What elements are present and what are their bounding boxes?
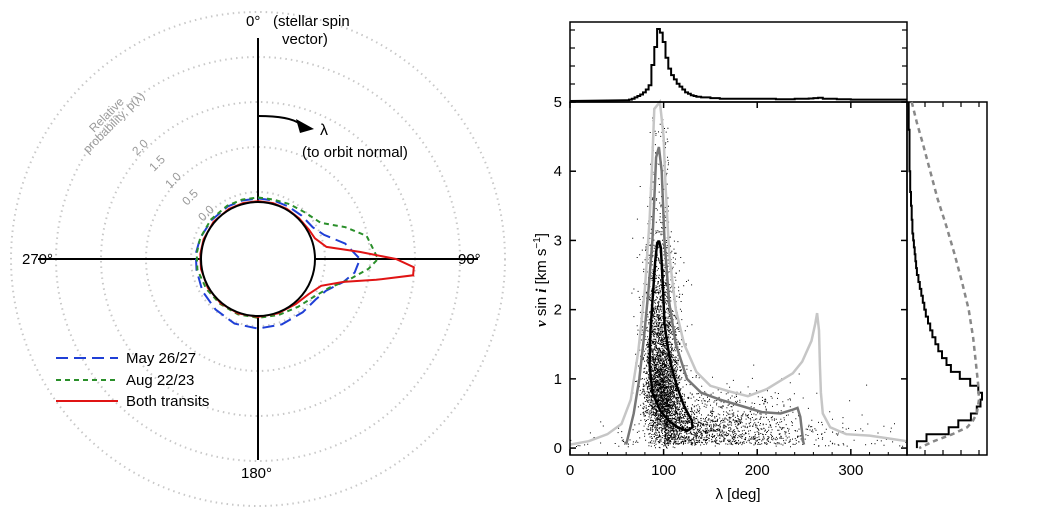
y-tick-label-3: 3 [554,232,562,249]
y-label-gap [533,284,550,288]
vsini-prior-dashed [910,101,981,450]
vsini-marginal-histogram [907,101,983,450]
scatter-panel-frame [569,101,908,456]
vsini-posterior-step [907,102,983,449]
legend-label-both: Both transits [126,393,209,410]
polar-legend: May 26/27 Aug 22/23 Both transits [56,350,209,410]
scatter-axis-ticks: 0 100 200 300 0 1 2 3 4 5 [554,29,980,479]
y-label-sin: sin [533,293,550,321]
y-tick-label-1: 1 [554,371,562,388]
x-tick-label-100: 100 [651,462,676,479]
contour-inner [648,239,694,433]
lambda-arrow-label: λ [320,122,328,139]
density-contours [569,98,908,446]
tick-label-90deg: 90° [458,251,481,268]
y-label-v: v [534,320,550,327]
x-axis-label: λ [deg] [715,486,760,503]
radial-tick-1.0: 1.0 [162,169,184,191]
x-tick-label-200: 200 [745,462,770,479]
polar-tick-labels: 0° (stellar spin vector) 90° 180° 270° [22,13,481,482]
y-label-i: i [534,288,550,293]
contour-middle [624,146,806,445]
y-tick-label-5: 5 [554,94,562,111]
spin-note-line2: vector) [282,31,328,48]
tick-label-0deg: 0° [246,13,260,30]
radial-ring-4 [10,11,506,507]
lambda-histogram-frame [569,21,908,103]
y-tick-label-2: 2 [554,302,562,319]
lambda-histogram-step [569,28,907,102]
legend-label-may: May 26/27 [126,350,196,367]
y-axis-label: v sin i [km s−1] [532,233,550,327]
lambda-arrow-note: (to orbit normal) [302,144,408,161]
y-tick-label-4: 4 [554,163,562,180]
x-tick-label-300: 300 [838,462,863,479]
sample-dots [570,117,907,449]
x-tick-label-0: 0 [566,462,574,479]
lambda-arrow: λ (to orbit normal) [257,115,408,161]
vsini-histogram-frame [906,101,988,456]
y-label-close: ] [533,233,550,237]
curve-0 [194,197,362,330]
radial-tick-2.0: 2.0 [129,136,151,158]
posterior-sample-points [570,117,907,449]
spin-note-line1: (stellar spin [273,13,350,30]
radial-axis-labels: Relative probability, p(λ) 0.0 0.5 1.0 1… [80,89,217,224]
radial-tick-1.5: 1.5 [146,152,168,174]
lambda-arrowhead [296,119,314,133]
polar-probability-chart: 0° (stellar spin vector) 90° 180° 270° λ… [10,11,506,507]
y-label-units: [km s [533,249,550,285]
star-circle [200,201,316,317]
tick-label-180deg: 180° [241,465,272,482]
y-label-exp: −1 [532,237,543,249]
legend-label-aug: Aug 22/23 [126,372,194,389]
lambda-arrow-arc [257,115,301,125]
curve-1 [195,196,380,319]
contour-outer [569,98,908,446]
y-tick-label-0: 0 [554,440,562,457]
lambda-marginal-histogram [569,28,907,102]
tick-label-270deg: 270° [22,251,53,268]
radial-tick-0.5: 0.5 [179,186,201,208]
